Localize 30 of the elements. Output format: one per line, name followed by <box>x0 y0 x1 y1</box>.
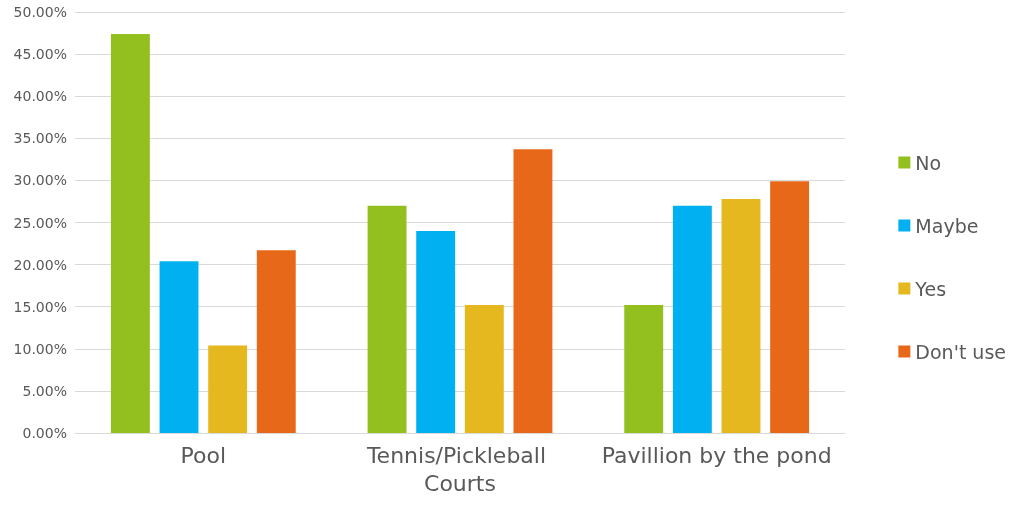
legend-label: Don't use <box>915 340 1006 363</box>
bar <box>159 261 199 433</box>
legend-label: Maybe <box>915 214 979 237</box>
bar <box>513 149 553 433</box>
y-tick-label: 5.00% <box>22 382 67 399</box>
bar <box>672 205 712 433</box>
y-tick-label: 25.00% <box>13 214 67 231</box>
bar <box>367 205 407 433</box>
bar <box>208 345 248 433</box>
x-tick-label: Tennis/Pickleball Courts <box>365 442 554 496</box>
bar <box>721 198 761 433</box>
bar <box>770 181 810 433</box>
bar <box>624 305 664 433</box>
y-tick-label: 20.00% <box>13 256 67 273</box>
legend-label: No <box>915 151 942 174</box>
y-tick-label: 35.00% <box>13 130 67 147</box>
y-tick-label: 45.00% <box>13 46 67 63</box>
y-tick-label: 0.00% <box>22 425 67 441</box>
legend-label: Yes <box>914 277 947 300</box>
y-tick-label: 30.00% <box>13 172 67 189</box>
y-tick-label: 50.00% <box>13 4 67 20</box>
x-tick-label: Pavillion by the pond <box>601 442 832 468</box>
y-tick-label: 15.00% <box>13 298 67 315</box>
bar <box>256 250 296 433</box>
bar <box>416 230 456 433</box>
y-tick-label: 40.00% <box>13 88 67 105</box>
bar <box>464 305 504 433</box>
y-tick-label: 10.00% <box>13 340 67 357</box>
bar <box>110 33 150 433</box>
x-tick-label: Pool <box>180 442 227 468</box>
